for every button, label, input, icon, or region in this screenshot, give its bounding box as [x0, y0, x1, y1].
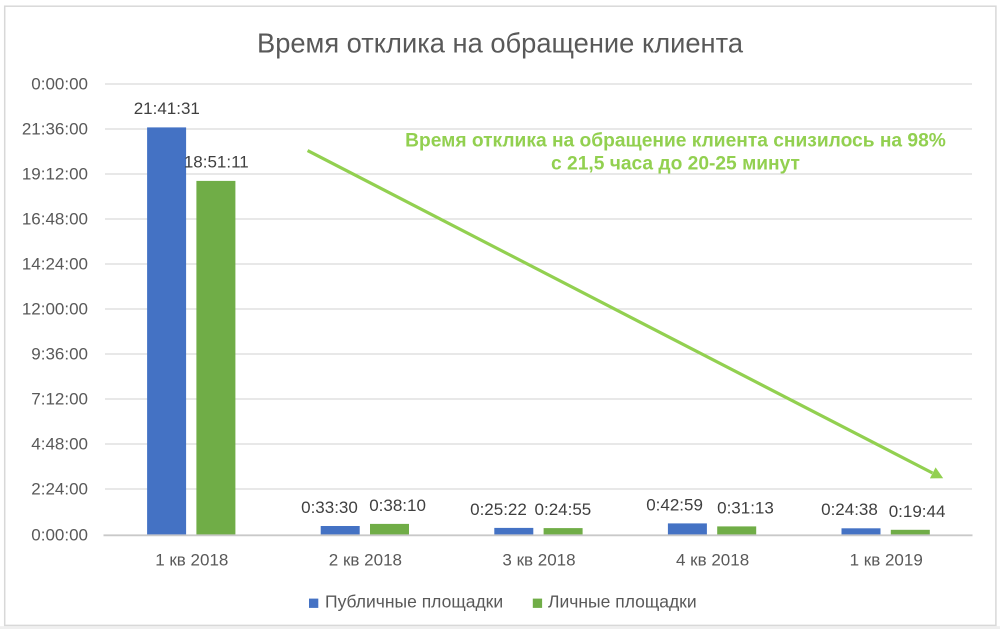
svg-text:12:00:00: 12:00:00	[22, 300, 88, 319]
svg-text:с 21,5 часа до 20-25 минут: с 21,5 часа до 20-25 минут	[551, 153, 800, 174]
svg-text:16:48:00: 16:48:00	[22, 210, 88, 229]
svg-text:2 кв 2018: 2 кв 2018	[329, 551, 402, 570]
svg-text:Время отклика на обращение кли: Время отклика на обращение клиента снизи…	[405, 130, 946, 151]
svg-text:1 кв 2018: 1 кв 2018	[155, 551, 228, 570]
svg-text:0:25:22: 0:25:22	[470, 500, 527, 519]
svg-text:7:12:00: 7:12:00	[31, 390, 88, 409]
svg-text:3 кв 2018: 3 кв 2018	[502, 551, 575, 570]
svg-text:Время отклика на обращение кли: Время отклика на обращение клиента	[257, 28, 744, 59]
svg-text:21:41:31: 21:41:31	[134, 99, 200, 118]
svg-text:19:12:00: 19:12:00	[22, 165, 88, 184]
svg-text:21:36:00: 21:36:00	[22, 120, 88, 139]
svg-text:0:42:59: 0:42:59	[646, 495, 703, 514]
svg-text:4 кв 2018: 4 кв 2018	[676, 551, 749, 570]
svg-text:0:31:13: 0:31:13	[717, 498, 774, 517]
svg-text:0:38:10: 0:38:10	[369, 496, 426, 515]
svg-text:2:24:00: 2:24:00	[31, 480, 88, 499]
svg-text:4:48:00: 4:48:00	[31, 435, 88, 454]
svg-text:1 кв 2019: 1 кв 2019	[850, 551, 923, 570]
svg-text:0:24:55: 0:24:55	[535, 500, 592, 519]
svg-text:9:36:00: 9:36:00	[31, 345, 88, 364]
svg-text:0:33:30: 0:33:30	[301, 498, 358, 517]
svg-text:0:00:00: 0:00:00	[31, 526, 88, 545]
svg-text:0:19:44: 0:19:44	[889, 502, 946, 521]
svg-text:Личные площадки: Личные площадки	[548, 591, 697, 611]
svg-text:Публичные площадки: Публичные площадки	[325, 591, 503, 611]
svg-text:0:24:38: 0:24:38	[821, 500, 878, 519]
svg-text:18:51:11: 18:51:11	[184, 153, 249, 172]
svg-text:14:24:00: 14:24:00	[22, 255, 88, 274]
svg-text:0:00:00: 0:00:00	[31, 75, 88, 94]
